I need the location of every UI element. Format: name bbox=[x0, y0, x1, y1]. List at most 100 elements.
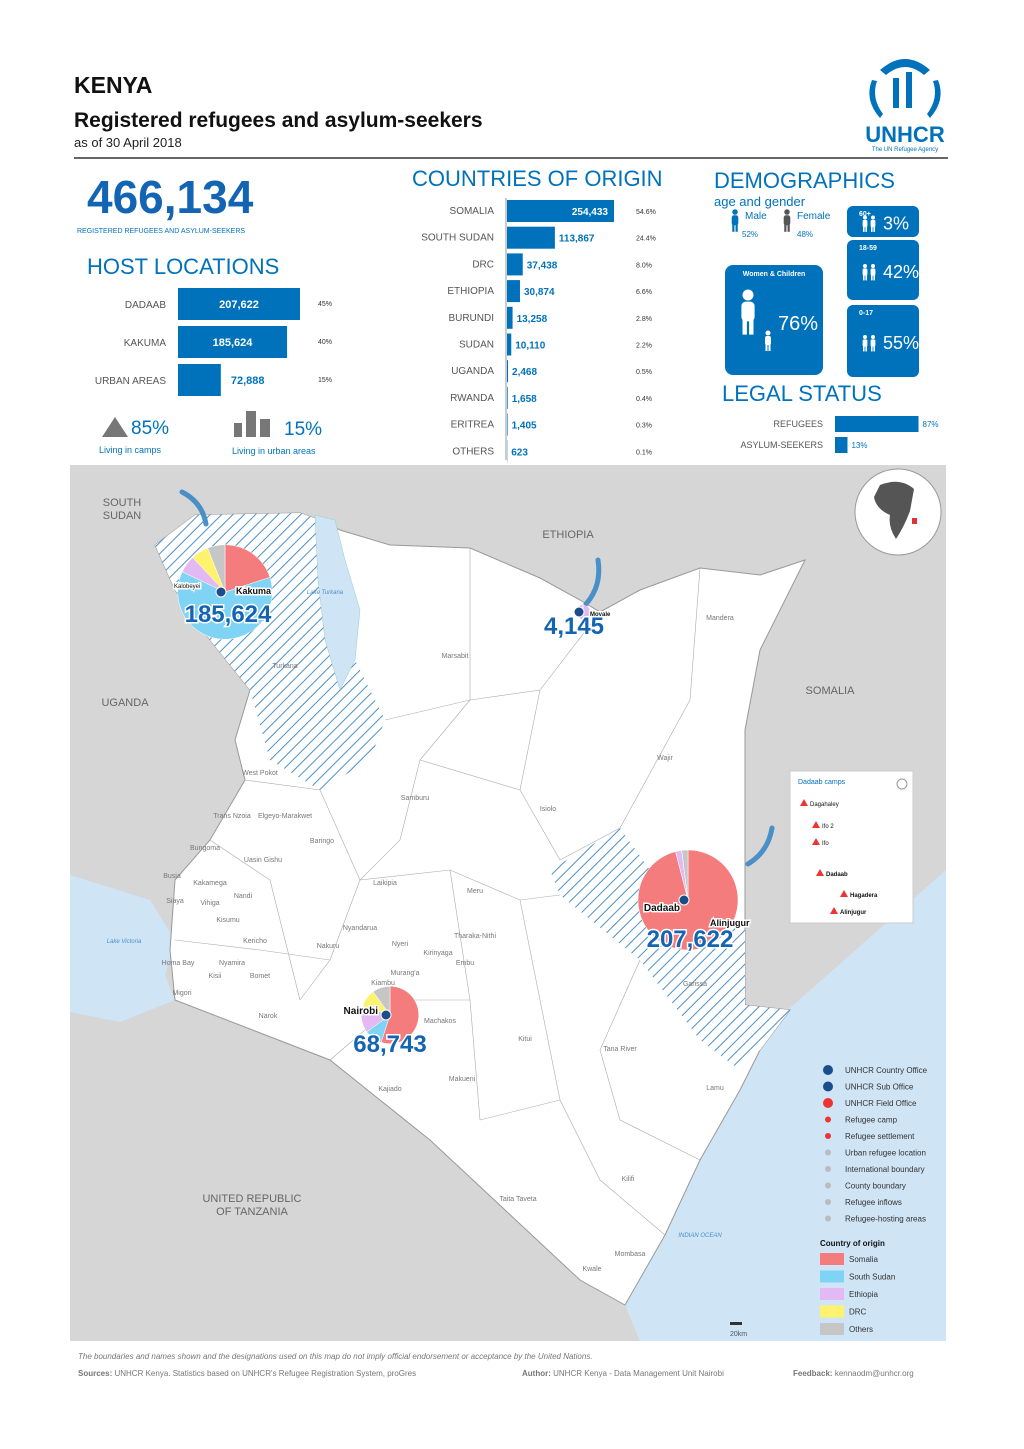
age-icon bbox=[865, 274, 867, 281]
county-label: Tharaka-Nithi bbox=[454, 933, 496, 940]
section-title: LEGAL STATUS bbox=[722, 381, 882, 406]
county-label: Kajiado bbox=[378, 1086, 401, 1093]
inset-place: Hagadera bbox=[850, 893, 878, 899]
bar bbox=[835, 416, 919, 432]
feedback-text: kennaodm@unhcr.org bbox=[835, 1369, 914, 1378]
legend-label: South Sudan bbox=[849, 1273, 895, 1282]
county-label: Taita Taveta bbox=[499, 1196, 536, 1203]
county-label: Mombasa bbox=[615, 1251, 646, 1258]
percent: 87% bbox=[923, 420, 939, 429]
age-icon bbox=[863, 264, 867, 268]
urban-label: Living in urban areas bbox=[232, 446, 316, 456]
inset-marker bbox=[812, 838, 820, 845]
county-label: Murang'a bbox=[391, 970, 420, 977]
pie-slice bbox=[380, 985, 419, 1045]
male-label: Male bbox=[745, 211, 767, 222]
legend-symbol bbox=[823, 1098, 833, 1108]
age-icon bbox=[870, 339, 876, 347]
site-name: Kakuma bbox=[236, 586, 272, 596]
row-label: ETHIOPIA bbox=[447, 286, 494, 297]
bar bbox=[507, 226, 555, 249]
country-label-line: SUDAN bbox=[103, 510, 142, 522]
inset-marker bbox=[816, 869, 824, 876]
legend-symbol bbox=[825, 1215, 831, 1222]
office-icon bbox=[380, 1009, 392, 1021]
age-icon bbox=[871, 274, 873, 281]
water-label: Lake Turkana bbox=[307, 590, 344, 596]
sources-label: Sources: bbox=[78, 1369, 112, 1378]
row-label: SOMALIA bbox=[450, 206, 495, 217]
county-label: Kisii bbox=[209, 973, 222, 980]
percent: 2.2% bbox=[636, 343, 652, 350]
row-label: RWANDA bbox=[450, 393, 494, 404]
author-label: Author: bbox=[522, 1369, 551, 1378]
age-percent: 3% bbox=[883, 214, 909, 234]
age-icon bbox=[870, 268, 876, 276]
bar-label: 2,468 bbox=[512, 367, 537, 378]
office-icon bbox=[215, 586, 227, 598]
lake bbox=[70, 875, 175, 1022]
inset-place: Ifo bbox=[822, 841, 829, 847]
legend-label: Ethiopia bbox=[849, 1290, 878, 1299]
county-label: West Pokot bbox=[242, 770, 278, 777]
county-label: Uasin Gishu bbox=[244, 857, 282, 864]
age-icon bbox=[863, 274, 865, 281]
age-icon bbox=[862, 219, 868, 228]
age-icon bbox=[870, 219, 876, 228]
legend-title: Country of origin bbox=[820, 1239, 885, 1248]
bar bbox=[835, 437, 848, 453]
date: as of 30 April 2018 bbox=[74, 135, 182, 150]
male-percent: 52% bbox=[742, 230, 758, 239]
logo-text: UNHCR bbox=[865, 122, 945, 147]
row-label: OTHERS bbox=[452, 446, 494, 457]
row-label: DRC bbox=[472, 259, 494, 270]
row-label: UGANDA bbox=[451, 366, 494, 377]
bar bbox=[507, 253, 523, 276]
bar-label: 1,658 bbox=[512, 394, 537, 405]
male-icon bbox=[732, 224, 735, 232]
office-icon bbox=[573, 606, 585, 618]
county-label: Kiambu bbox=[371, 980, 395, 987]
percent: 15% bbox=[318, 377, 332, 384]
site-value: 207,622 bbox=[647, 926, 734, 953]
county-label: Kirinyaga bbox=[423, 950, 452, 957]
percent: 2.8% bbox=[636, 316, 652, 323]
age-icon bbox=[871, 335, 875, 339]
county-label: Busia bbox=[163, 873, 181, 880]
camps-percent: 85% bbox=[131, 418, 169, 439]
country-label-line: SOUTH bbox=[103, 497, 142, 509]
male-icon bbox=[735, 224, 738, 232]
county-label: Narok bbox=[259, 1013, 278, 1020]
percent: 45% bbox=[318, 301, 332, 308]
age-icon bbox=[863, 335, 867, 339]
county-label: Mandera bbox=[706, 615, 734, 622]
county-label: Bomet bbox=[250, 973, 270, 980]
age-icon bbox=[863, 345, 865, 352]
county-label: Makueni bbox=[449, 1076, 476, 1083]
county-label: Kitui bbox=[518, 1036, 532, 1043]
row-label: REFUGEES bbox=[773, 419, 823, 429]
county-label: Embu bbox=[456, 960, 474, 967]
pie-slice bbox=[177, 571, 273, 640]
row-label: SUDAN bbox=[459, 340, 494, 351]
title: Registered refugees and asylum-seekers bbox=[74, 109, 483, 132]
percent: 0.3% bbox=[636, 423, 652, 430]
demo-box bbox=[847, 240, 919, 300]
age-icon bbox=[873, 274, 875, 281]
inflow-arrows bbox=[179, 489, 775, 867]
age-label: 60+ bbox=[859, 211, 871, 218]
percent: 0.1% bbox=[636, 449, 652, 456]
age-icon bbox=[863, 215, 867, 220]
water-label: Lake Victoria bbox=[107, 939, 142, 945]
country-label: UGANDA bbox=[101, 697, 149, 709]
disclaimer: The boundaries and names shown and the d… bbox=[78, 1352, 593, 1361]
county-label: Baringo bbox=[310, 838, 334, 845]
pie-slice bbox=[224, 544, 271, 593]
bar-label: 37,438 bbox=[527, 260, 558, 271]
county-label: Laikipia bbox=[373, 880, 397, 887]
county-label: Kakamega bbox=[193, 880, 227, 887]
inset-place: Dagahaley bbox=[810, 802, 839, 808]
county-label: Bungoma bbox=[190, 845, 220, 852]
legend-symbol bbox=[825, 1133, 831, 1139]
county-label: Kwale bbox=[582, 1266, 601, 1273]
